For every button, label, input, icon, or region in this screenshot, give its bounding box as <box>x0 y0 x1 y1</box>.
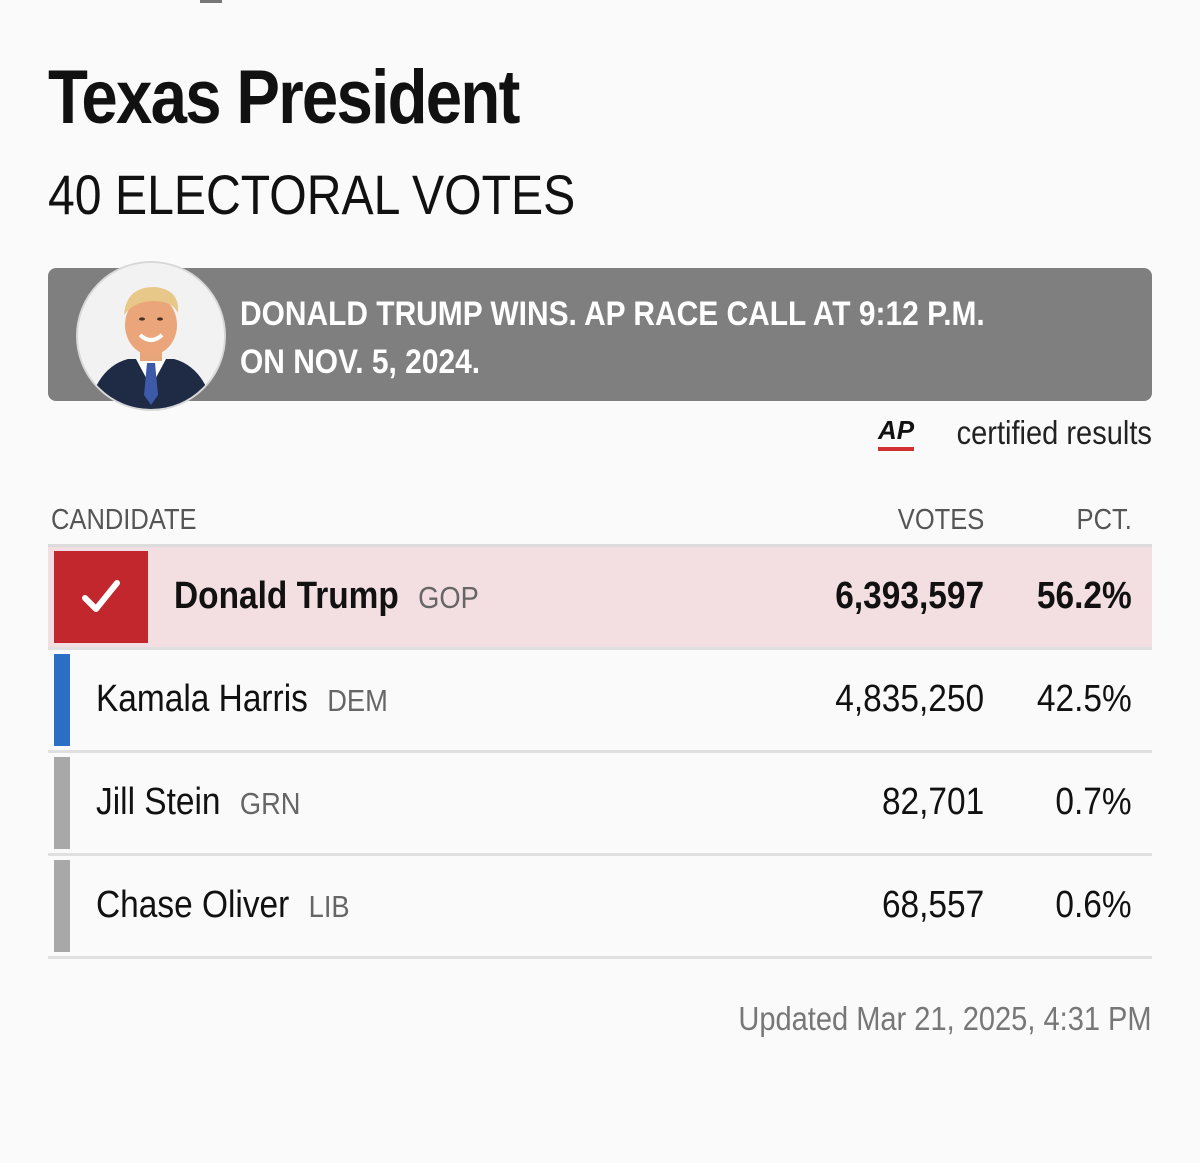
table-row-stein: Jill Stein GRN 82,701 0.7% <box>48 753 1152 856</box>
candidate-name: Donald Trump GOP <box>174 575 479 618</box>
check-icon <box>82 580 120 612</box>
table-row-oliver: Chase Oliver LIB 68,557 0.6% <box>48 856 1152 959</box>
header-candidate: CANDIDATE <box>51 504 197 536</box>
vote-percent: 42.5% <box>1037 678 1132 720</box>
vote-percent: 0.6% <box>1055 884 1132 926</box>
candidate-photo <box>76 261 226 411</box>
vote-count: 4,835,250 <box>835 678 984 720</box>
party-color-bar <box>54 654 70 746</box>
updated-timestamp: Updated Mar 21, 2025, 4:31 PM <box>738 1000 1152 1037</box>
party-label: DEM <box>327 683 388 718</box>
header-pct: PCT. <box>1076 504 1132 536</box>
party-label: GOP <box>418 580 479 615</box>
table-row-harris: Kamala Harris DEM 4,835,250 42.5% <box>48 650 1152 753</box>
candidate-name: Kamala Harris DEM <box>96 678 388 721</box>
vote-count: 6,393,597 <box>835 575 984 617</box>
ap-logo: AP <box>877 416 915 451</box>
candidate-name-text: Donald Trump <box>174 575 399 617</box>
race-call-banner: DONALD TRUMP WINS. AP RACE CALL AT 9:12 … <box>48 261 1152 411</box>
party-color-bar <box>54 757 70 849</box>
certified-label: certified results <box>956 414 1152 451</box>
header-votes: VOTES <box>897 504 984 536</box>
vote-count: 68,557 <box>881 884 984 926</box>
top-edge-fragment <box>200 0 222 3</box>
vote-count: 82,701 <box>881 781 984 823</box>
race-call-text: DONALD TRUMP WINS. AP RACE CALL AT 9:12 … <box>240 295 985 381</box>
page-title: Texas President <box>48 55 520 140</box>
vote-percent: 56.2% <box>1037 575 1132 617</box>
party-label: GRN <box>239 786 301 821</box>
ap-certified-badge: AP certified results <box>877 414 1152 452</box>
party-color-bar <box>54 860 70 952</box>
table-row-trump: Donald Trump GOP 6,393,597 56.2% <box>48 547 1152 650</box>
candidate-name-text: Kamala Harris <box>96 678 308 720</box>
party-label: LIB <box>308 889 350 924</box>
winner-check-badge <box>54 551 148 643</box>
candidate-name: Chase Oliver LIB <box>96 884 350 927</box>
candidate-name: Jill Stein GRN <box>96 781 301 824</box>
candidate-name-text: Chase Oliver <box>96 884 290 926</box>
table-header: CANDIDATE VOTES PCT. <box>48 496 1152 547</box>
candidate-name-text: Jill Stein <box>96 781 221 823</box>
results-table: CANDIDATE VOTES PCT. Donald Trump GOP 6,3… <box>48 496 1152 959</box>
vote-percent: 0.7% <box>1055 781 1132 823</box>
electoral-votes-subtitle: 40 ELECTORAL VOTES <box>48 163 576 226</box>
